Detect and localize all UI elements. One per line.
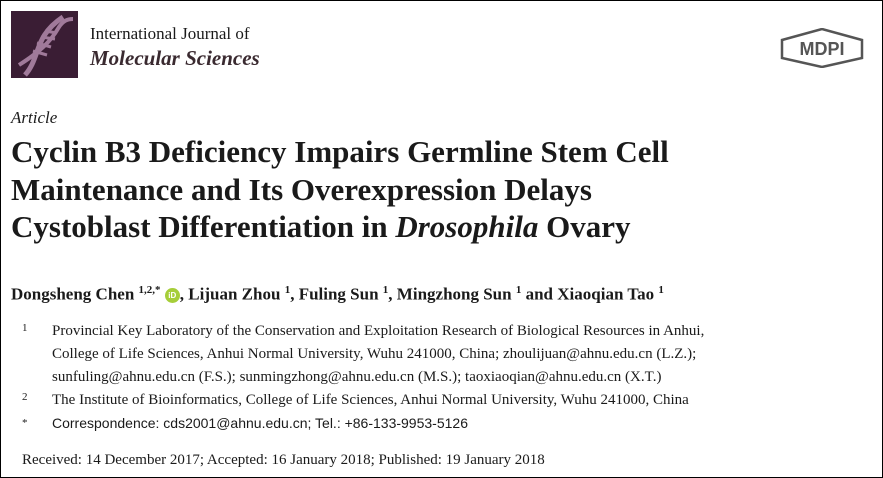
author-list: Dongsheng Chen 1,2,* iD, Lijuan Zhou 1, …: [11, 284, 664, 305]
affiliation-marker: 2: [22, 391, 28, 403]
journal-name-line1: International Journal of: [90, 24, 250, 43]
title-text: Ovary: [538, 209, 631, 244]
author-affiliation-sup: 1: [658, 284, 664, 296]
separator: and: [521, 284, 558, 304]
publication-dates: Received: 14 December 2017; Accepted: 16…: [22, 452, 545, 468]
affiliation-line: College of Life Sciences, Anhui Normal U…: [52, 346, 697, 362]
correspondence-line: Correspondence: cds2001@ahnu.edu.cn; Tel…: [52, 415, 468, 431]
author-affiliation-sup: 1: [382, 284, 389, 296]
author-name: Lijuan Zhou: [188, 284, 281, 304]
title-line-1: Cyclin B3 Deficiency Impairs Germline St…: [11, 134, 669, 169]
paper-title: Cyclin B3 Deficiency Impairs Germline St…: [11, 133, 669, 246]
orcid-icon[interactable]: iD: [164, 287, 180, 303]
separator: ,: [179, 284, 189, 304]
title-text: Cystoblast Differentiation in: [11, 209, 396, 244]
separator: ,: [290, 284, 299, 304]
author-name: Xiaoqian Tao: [557, 284, 655, 304]
author-affiliation-sup: 1: [284, 284, 291, 296]
mdpi-logo: MDPI: [780, 27, 864, 69]
separator: ,: [388, 284, 397, 304]
affiliation-line: Provincial Key Laboratory of the Conserv…: [52, 323, 705, 339]
author-affiliation-sup: 1,2,*: [138, 284, 161, 296]
author-name: Dongsheng Chen: [11, 284, 135, 304]
affiliation-marker: *: [22, 417, 28, 429]
title-italic-species: Drosophila: [395, 209, 539, 244]
title-line-3: Cystoblast Differentiation in Drosophila…: [11, 208, 669, 246]
article-type: Article: [11, 108, 58, 127]
author-name: Mingzhong Sun: [396, 284, 512, 304]
title-line-2: Maintenance and Its Overexpression Delay…: [11, 171, 592, 207]
svg-text:MDPI: MDPI: [800, 39, 845, 59]
affiliation-line: The Institute of Bioinformatics, College…: [52, 392, 689, 408]
journal-logo-dna-icon: [11, 11, 78, 78]
affiliation-line: sunfuling@ahnu.edu.cn (F.S.); sunmingzho…: [52, 369, 662, 385]
affiliation-marker: 1: [22, 322, 28, 334]
author-affiliation-sup: 1: [515, 284, 522, 296]
journal-name-line2: Molecular Sciences: [90, 46, 260, 70]
author-name: Fuling Sun: [298, 284, 379, 304]
